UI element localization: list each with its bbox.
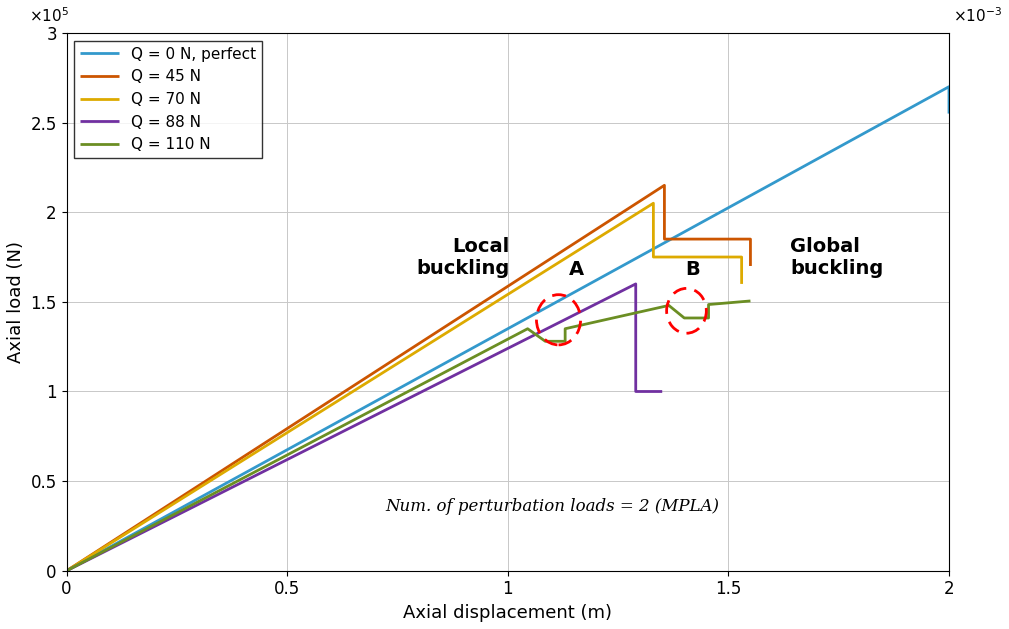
Text: B: B: [686, 260, 700, 279]
Q = 0 N, perfect: [943, 110, 956, 118]
Q = 70 N: [648, 199, 660, 207]
Q = 110 N: [745, 297, 757, 304]
Q = 0 N, perfect: [61, 567, 73, 574]
Q = 70 N: [736, 253, 748, 261]
Q = 70 N: [61, 567, 73, 574]
Text: Local
buckling: Local buckling: [417, 237, 510, 277]
Q = 88 N: [61, 567, 73, 574]
Legend: Q = 0 N, perfect, Q = 45 N, Q = 70 N, Q = 88 N, Q = 110 N: Q = 0 N, perfect, Q = 45 N, Q = 70 N, Q …: [75, 40, 262, 159]
Q = 0 N, perfect: [943, 83, 956, 91]
Q = 110 N: [559, 325, 571, 333]
Q = 70 N: [648, 253, 660, 261]
Q = 110 N: [678, 314, 690, 322]
Y-axis label: Axial load (N): Axial load (N): [7, 241, 25, 363]
Q = 110 N: [61, 567, 73, 574]
Q = 45 N: [745, 262, 757, 270]
Text: $\times 10^{5}$: $\times 10^{5}$: [29, 6, 69, 25]
Text: $\times 10^{-3}$: $\times 10^{-3}$: [954, 6, 1003, 25]
Q = 45 N: [61, 567, 73, 574]
Line: Q = 70 N: Q = 70 N: [67, 203, 742, 571]
Q = 110 N: [702, 301, 714, 308]
Line: Q = 45 N: Q = 45 N: [67, 186, 751, 571]
Q = 110 N: [559, 338, 571, 345]
Text: A: A: [569, 260, 584, 279]
Q = 110 N: [539, 338, 551, 345]
Line: Q = 110 N: Q = 110 N: [67, 301, 751, 571]
Line: Q = 88 N: Q = 88 N: [67, 284, 662, 571]
Q = 70 N: [736, 280, 748, 287]
Text: Global
buckling: Global buckling: [790, 237, 884, 277]
Q = 110 N: [663, 302, 675, 309]
Line: Q = 0 N, perfect: Q = 0 N, perfect: [67, 87, 949, 571]
Q = 88 N: [630, 387, 642, 395]
Q = 88 N: [630, 280, 642, 287]
Q = 110 N: [702, 314, 714, 322]
Q = 45 N: [658, 235, 670, 243]
X-axis label: Axial displacement (m): Axial displacement (m): [404, 604, 612, 622]
Q = 45 N: [745, 235, 757, 243]
Q = 88 N: [656, 387, 668, 395]
Q = 110 N: [522, 325, 534, 333]
Q = 45 N: [658, 182, 670, 189]
Text: Num. of perturbation loads = 2 (MPLA): Num. of perturbation loads = 2 (MPLA): [384, 498, 718, 515]
